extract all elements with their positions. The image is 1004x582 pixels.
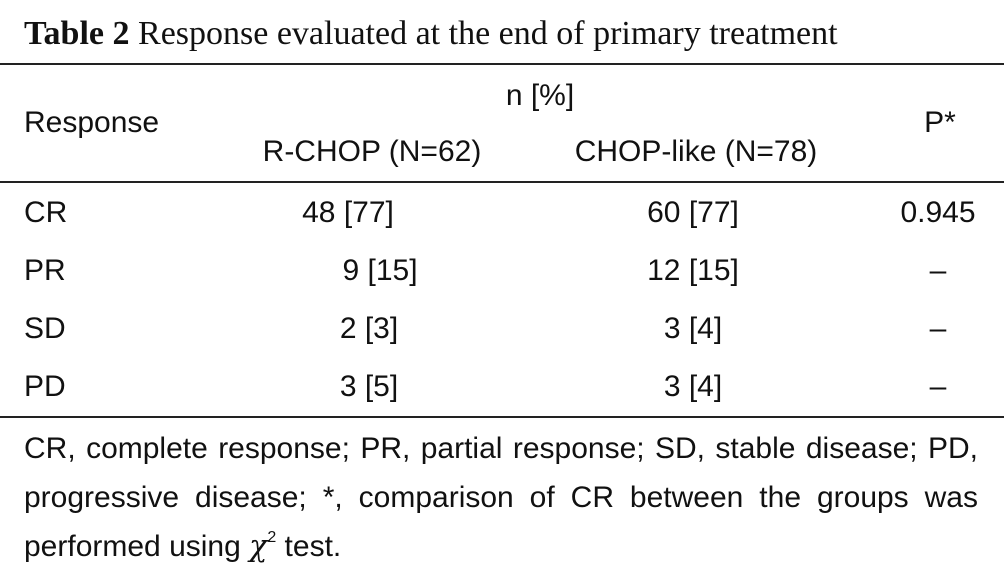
cell-choplike: 60 [77] <box>647 196 739 229</box>
header-p: P* <box>924 106 956 139</box>
chi-symbol: χ <box>249 529 268 564</box>
cell-choplike: 3 [4] <box>663 312 723 345</box>
footnote-text: CR, complete response; PR, partial respo… <box>24 432 978 563</box>
cell-response: CR <box>24 196 68 229</box>
cell-p: – <box>929 254 947 287</box>
chi-superscript: 2 <box>267 529 277 546</box>
cell-response: PD <box>24 370 66 403</box>
header-choplike: CHOP-like (N=78) <box>574 135 818 168</box>
cell-p: – <box>929 370 947 403</box>
cell-p: – <box>929 312 947 345</box>
cell-choplike: 12 [15] <box>647 254 739 287</box>
table-label: Table 2 <box>24 15 130 52</box>
table-footnote: CR, complete response; PR, partial respo… <box>24 424 978 571</box>
cell-rchop: 9 [15] <box>342 254 418 287</box>
cell-p: 0.945 <box>900 196 976 229</box>
cell-rchop: 48 [77] <box>302 196 394 229</box>
cell-rchop: 2 [3] <box>339 312 399 345</box>
cell-choplike: 3 [4] <box>663 370 723 403</box>
footnote-tail: test. <box>276 530 342 563</box>
header-rchop: R-CHOP (N=62) <box>262 135 482 168</box>
table-caption: Table 2 Response evaluated at the end of… <box>24 12 838 56</box>
top-rule <box>0 63 1004 65</box>
cell-response: PR <box>24 254 66 287</box>
cell-rchop: 3 [5] <box>339 370 399 403</box>
header-rule <box>0 181 1004 183</box>
cell-response: SD <box>24 312 66 345</box>
header-n-percent: n [%] <box>505 79 575 112</box>
header-response: Response <box>24 106 160 139</box>
bottom-rule <box>0 416 1004 418</box>
table-title: Response evaluated at the end of primary… <box>138 15 838 52</box>
